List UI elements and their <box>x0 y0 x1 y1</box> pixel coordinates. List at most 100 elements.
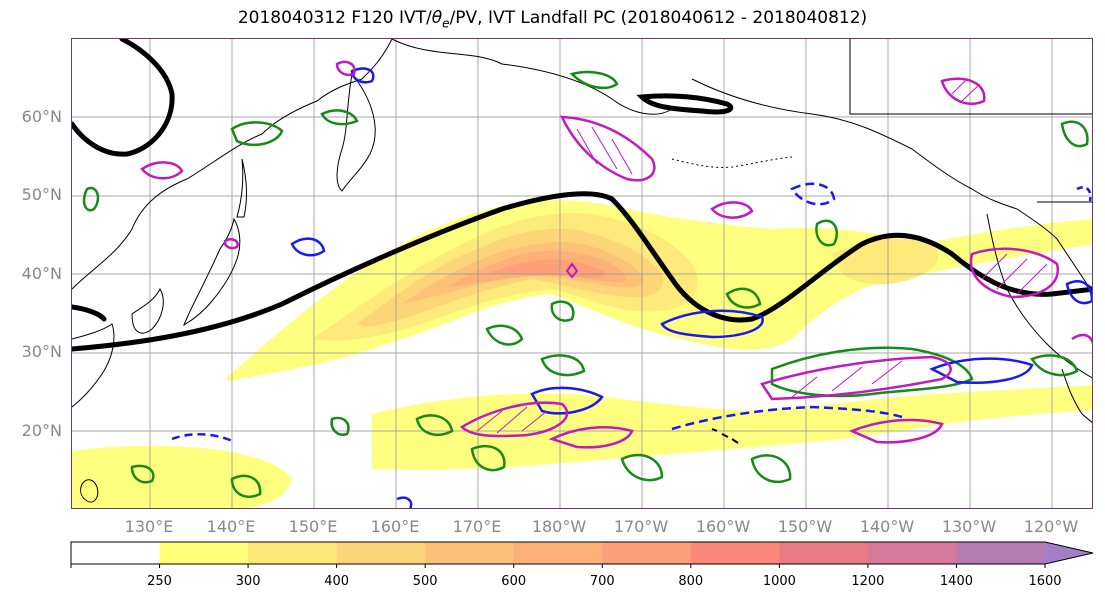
mexico-coast <box>1061 368 1092 423</box>
lon-label-150w: 150°W <box>777 517 833 536</box>
blue-far-east <box>1065 280 1092 305</box>
lat-label-60n: 60°N <box>21 107 62 126</box>
magenta-lower <box>848 418 944 444</box>
colorbar-outline <box>70 541 1094 565</box>
blue-sw-small <box>396 496 413 508</box>
lon-label-180w: 180°W <box>531 517 587 536</box>
colorbar-tick-label: 250 <box>147 574 172 589</box>
title-suffix: /PV, IVT Landfall PC (2018040612 - 20180… <box>449 8 868 28</box>
green-south-5 <box>130 464 155 484</box>
ivt-blue-contours <box>171 67 1092 508</box>
colorbar-bins <box>71 542 1093 564</box>
china-coast <box>72 323 115 408</box>
ivt-sw-band <box>72 445 292 508</box>
colorbar-bin <box>690 542 780 564</box>
colorbar-tick-label: 1400 <box>939 574 973 589</box>
green-south-2 <box>620 453 664 482</box>
colorbar-bin <box>1045 542 1093 564</box>
blue-east-1 <box>660 309 764 339</box>
philippines <box>80 479 99 503</box>
lon-label-170e: 170°E <box>452 517 502 536</box>
colorbar-bin <box>867 542 957 564</box>
coastlines <box>72 39 1092 503</box>
sakhalin-coast <box>236 158 247 218</box>
ivt-south-band <box>372 385 1092 470</box>
magenta-mid-hatch <box>476 406 548 434</box>
pv-north-loop <box>636 93 734 115</box>
colorbar-bin <box>71 542 161 564</box>
map-panel <box>71 38 1093 509</box>
magenta-north-east <box>710 201 754 219</box>
blue-japan <box>290 237 326 257</box>
green-kamchatka <box>230 121 284 147</box>
magenta-ne-corner <box>940 77 986 106</box>
theta-e-contours <box>82 70 1089 498</box>
lon-label-140w: 140°W <box>859 517 915 536</box>
green-sw-1 <box>415 414 454 436</box>
magenta-mid-south <box>459 401 569 438</box>
lon-label-160e: 160°E <box>370 517 420 536</box>
colorbar-bin <box>336 542 426 564</box>
colorbar-tick-label: 800 <box>678 574 704 589</box>
magenta-east-hatch <box>981 253 1048 295</box>
alaska-coast <box>691 78 1092 289</box>
colorbar-tick-label: 1000 <box>762 574 796 589</box>
ivt-shading <box>72 200 1092 508</box>
japan-coast <box>183 217 241 327</box>
green-south-4 <box>230 474 262 498</box>
green-far-se <box>1030 354 1079 377</box>
green-mid-2 <box>550 300 575 322</box>
magenta-small <box>335 60 356 76</box>
pv-nw-loop <box>72 39 175 157</box>
magenta-north-hatch <box>576 126 633 175</box>
green-ne-blob <box>1060 120 1089 148</box>
title-theta: θ <box>431 8 443 28</box>
ivt-east-band <box>832 238 939 285</box>
magenta-se-band <box>760 355 952 401</box>
lon-label-130w: 130°W <box>941 517 997 536</box>
hawaii <box>711 428 739 444</box>
blue-ne-dashed <box>1076 186 1092 202</box>
map-canvas <box>72 39 1092 508</box>
lon-label-120w: 120°W <box>1023 517 1079 536</box>
canada-border <box>849 39 1092 115</box>
green-north-1 <box>569 70 619 90</box>
magenta-west <box>140 161 184 180</box>
colorbar-tick-label: 500 <box>412 574 438 589</box>
blue-south-dashed <box>671 405 903 431</box>
pv-west-fragment <box>72 304 107 322</box>
colorbar-bin <box>159 542 249 564</box>
pv-main-line <box>72 191 1092 352</box>
siberia-north-coast <box>391 39 673 115</box>
colorbar-bin <box>956 542 1046 564</box>
lat-label-30n: 30°N <box>21 342 62 361</box>
colorbar-bin <box>513 542 603 564</box>
blue-north <box>350 67 375 84</box>
magenta-contours <box>140 60 1092 449</box>
green-south-1 <box>540 354 586 377</box>
green-west-blob <box>82 186 100 212</box>
magenta-far-se <box>1071 333 1092 345</box>
colorbar-tick-label: 1600 <box>1028 574 1062 589</box>
green-north-2 <box>320 109 359 126</box>
colorbar-tick-label: 1200 <box>851 574 885 589</box>
lon-label-160w: 160°W <box>695 517 751 536</box>
colorbar-ticks <box>70 564 1046 568</box>
korea-coast <box>131 287 164 334</box>
colorbar-tick-label: 300 <box>235 574 261 589</box>
lat-label-50n: 50°N <box>21 185 62 204</box>
magenta-tiny-1 <box>223 238 239 250</box>
title-prefix: 2018040312 F120 IVT/ <box>237 8 432 28</box>
blue-se-1 <box>929 357 1034 384</box>
title-theta-subscript: e <box>442 16 450 31</box>
green-sw-2 <box>470 444 506 472</box>
green-east-2 <box>725 287 762 309</box>
green-south-3 <box>750 454 792 484</box>
kamchatka-coast <box>336 73 376 192</box>
colorbar-tick-label: 700 <box>589 574 615 589</box>
magenta-north <box>559 115 656 182</box>
lat-label-20n: 20°N <box>21 421 62 440</box>
magenta-se-hatch <box>791 360 903 398</box>
asia-coast <box>72 39 393 290</box>
figure-title: 2018040312 F120 IVT/θe/PV, IVT Landfall … <box>0 8 1105 30</box>
